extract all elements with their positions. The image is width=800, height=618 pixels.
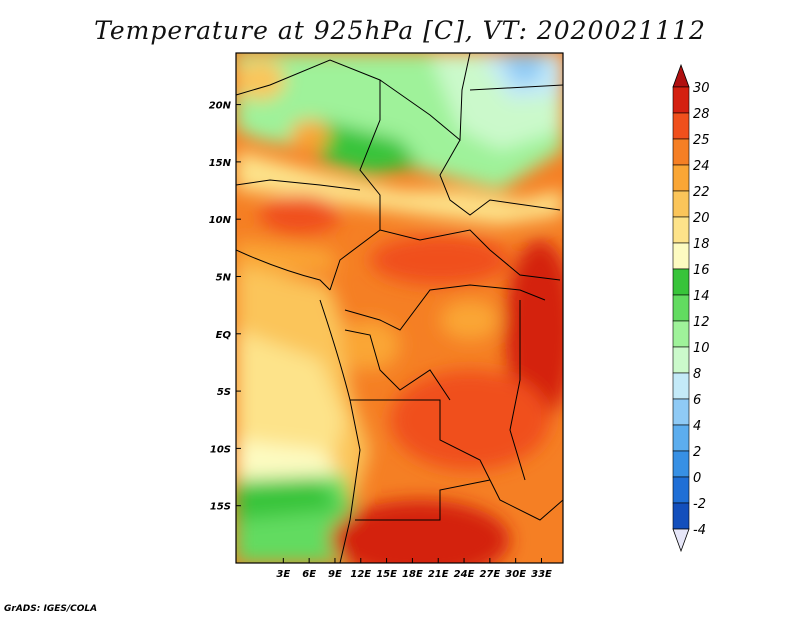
lon-tick-label: 24E [454, 569, 475, 580]
colorbar-label: 30 [693, 81, 710, 96]
colorbar-label: 8 [693, 367, 701, 382]
lon-tick-label: 15E [376, 569, 397, 580]
colorbar-swatch [672, 216, 690, 244]
colorbar-bottom-arrow [672, 528, 690, 553]
colorbar-swatch [672, 190, 690, 218]
lat-tick-label: 5N [216, 272, 232, 283]
lon-tick-label: 3E [276, 569, 290, 580]
lon-tick-label: 33E [531, 569, 552, 580]
colorbar-swatch [672, 398, 690, 426]
colorbar-label: -2 [693, 497, 706, 512]
lon-tick-label: 18E [402, 569, 423, 580]
lon-tick-label: 12E [350, 569, 371, 580]
colorbar-label: 25 [693, 133, 710, 148]
colorbar-label: 0 [693, 471, 701, 486]
lat-tick-label: 10S [210, 444, 231, 455]
colorbar-label: -4 [693, 523, 706, 538]
lon-tick-label: 9E [328, 569, 342, 580]
colorbar-label: 4 [693, 419, 701, 434]
colorbar-label: 22 [693, 185, 710, 200]
colorbar-label: 2 [693, 445, 701, 460]
colorbar-label: 6 [693, 393, 701, 408]
map-title: Temperature at 925hPa [C], VT: 202002111… [94, 16, 706, 45]
colorbar-swatch [672, 450, 690, 478]
lat-tick-label: 15S [210, 502, 231, 513]
lat-tick-label: EQ [216, 330, 232, 341]
colorbar-label: 20 [693, 211, 710, 226]
colorbar-swatch [672, 242, 690, 270]
colorbar-swatch [672, 138, 690, 166]
map-frame [235, 52, 564, 564]
colorbar-label: 18 [693, 237, 710, 252]
colorbar-swatch [672, 164, 690, 192]
colorbar-label: 14 [693, 289, 710, 304]
colorbar-label: 28 [693, 107, 710, 122]
colorbar-swatch [672, 268, 690, 296]
colorbar-swatch [672, 346, 690, 374]
colorbar-swatch [672, 424, 690, 452]
colorbar-swatch [672, 112, 690, 140]
colorbar-swatch [672, 372, 690, 400]
lat-tick-label: 15N [209, 158, 232, 169]
axis-ticks: 20N 15N 10N 5N EQ 5S 10S 15S 3E 6E 9E 12E 15E 18E 21E 2… [209, 101, 552, 580]
colorbar-label: 16 [693, 263, 710, 278]
colorbar-label: 10 [693, 341, 710, 356]
colorbar-swatch [672, 320, 690, 348]
lat-tick-label: 20N [209, 101, 232, 112]
colorbar-swatch [672, 476, 690, 504]
credit-label: GrADS: IGES/COLA [4, 604, 98, 614]
colorbar-top-arrow [672, 63, 690, 88]
lat-tick-label: 10N [209, 215, 232, 226]
colorbar-swatch [672, 86, 690, 114]
colorbar-label: 24 [693, 159, 710, 174]
colorbar-swatch [672, 502, 690, 530]
temperature-field [236, 53, 563, 563]
lon-tick-label: 30E [505, 569, 526, 580]
lat-tick-label: 5S [217, 387, 231, 398]
colorbar-swatch [672, 294, 690, 322]
colorbar-label: 12 [693, 315, 710, 330]
country-borders [236, 53, 563, 563]
lon-tick-label: 6E [302, 569, 316, 580]
lon-tick-label: 27E [479, 569, 500, 580]
lon-tick-label: 21E [428, 569, 449, 580]
